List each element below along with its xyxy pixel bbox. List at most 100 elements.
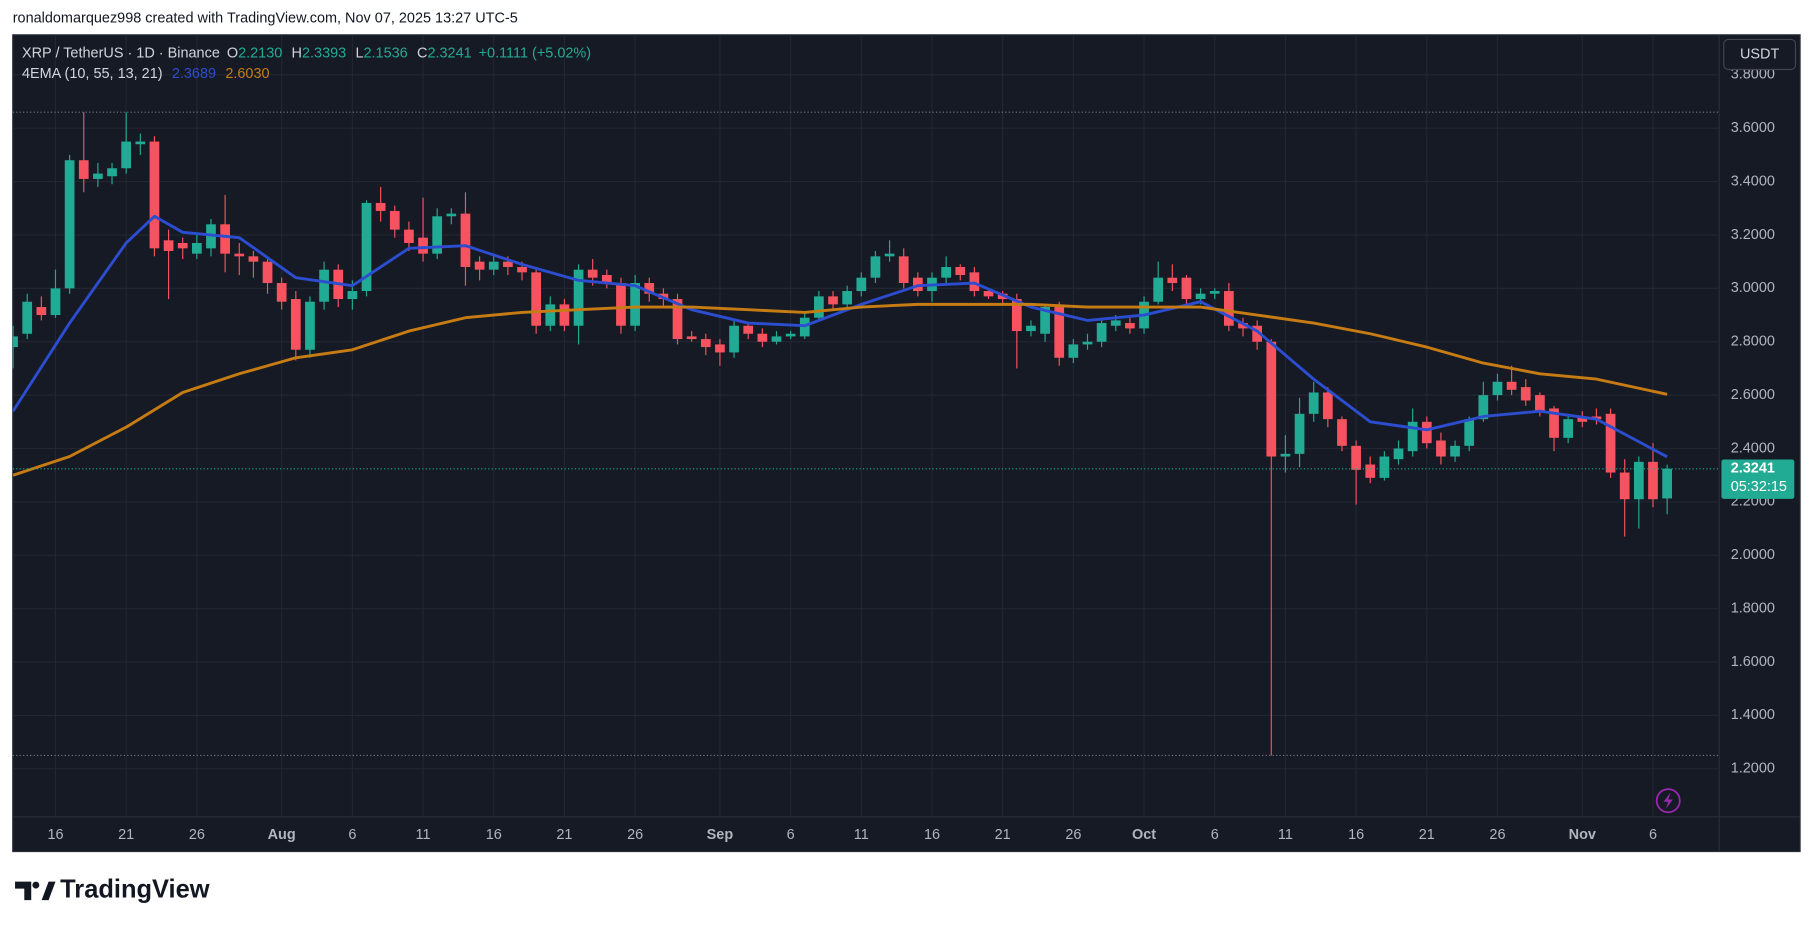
x-tick-label: Nov (1569, 827, 1596, 843)
candle-body (319, 269, 329, 302)
x-tick-label: 21 (556, 827, 572, 843)
legend-line: 4EMA (10, 55, 13, 21) 2.3689 2.6030 (22, 66, 270, 82)
ohlc-key: L (355, 45, 363, 61)
candle-body (1026, 325, 1036, 332)
indicator-value: 2.6030 (225, 66, 269, 82)
candle-body (121, 141, 132, 169)
candle-body (1167, 277, 1178, 284)
candle-body (191, 242, 202, 254)
candle-body (1407, 421, 1418, 452)
candle-body (1648, 461, 1658, 500)
logo-text: TradingView (60, 876, 210, 904)
candle-body (1563, 419, 1574, 438)
logo: TradingView (15, 876, 210, 904)
candle-body (729, 325, 739, 353)
x-tick-label: 16 (924, 827, 940, 843)
x-tick-label: 26 (1065, 827, 1081, 843)
ohlc-value: 2.2130 (238, 45, 282, 61)
attribution: ronaldomarquez998 created with TradingVi… (13, 10, 518, 26)
countdown: 05:32:15 (1731, 479, 1787, 495)
y-tick-label: 2.8000 (1731, 334, 1775, 350)
candle-body (1633, 461, 1644, 500)
x-tick-label: Sep (707, 827, 734, 843)
candle-body (941, 267, 951, 278)
candle-body (1619, 472, 1630, 500)
candle-body (64, 160, 75, 289)
candle-body (1266, 341, 1277, 457)
candle-body (757, 333, 768, 342)
x-tick-label: 11 (1278, 827, 1293, 843)
candle-body (149, 141, 160, 249)
candle-body (12, 336, 18, 348)
x-tick-label: 26 (627, 827, 643, 843)
candle-body (50, 288, 61, 316)
x-tick-label: Aug (268, 827, 296, 843)
legend-line: XRP / TetherUS · 1D · Binance O2.2130 H2.3… (22, 45, 591, 61)
candle-body (1506, 381, 1517, 390)
last-price-badge (1721, 459, 1795, 499)
candle-body (1662, 468, 1672, 499)
candle-body (1153, 277, 1164, 302)
candle-body (1308, 392, 1319, 414)
y-tick-label: 3.8000 (1731, 67, 1775, 83)
y-tick-label: 3.0000 (1731, 280, 1775, 296)
candle-body (644, 283, 655, 294)
ohlc-value: 2.1536 (364, 45, 408, 61)
candle-body (460, 213, 471, 268)
axes: 1.20001.40001.60001.80002.00002.20002.40… (47, 67, 1795, 843)
candle-body (842, 291, 853, 305)
x-tick-label: Oct (1132, 827, 1156, 843)
candle-body (503, 261, 513, 268)
candle-body (488, 261, 499, 270)
candle-body (1520, 387, 1531, 401)
candle-body (700, 339, 711, 348)
currency-button[interactable] (1723, 38, 1797, 71)
candle-body (1294, 413, 1305, 454)
candle-body (1436, 440, 1446, 457)
alert-icon[interactable] (1655, 788, 1681, 814)
candle-body (1224, 291, 1234, 326)
candle-body (220, 224, 230, 254)
candle-body (616, 283, 626, 326)
candle-body (672, 299, 683, 340)
candle-body (107, 168, 117, 177)
change: +0.1111 (+5.02%) (479, 45, 591, 61)
candle-body (517, 267, 527, 273)
candle-body (389, 210, 400, 230)
ema-line (12, 214, 1668, 459)
x-tick-label: 16 (47, 827, 63, 843)
candle-body (1011, 299, 1022, 332)
candle-body (785, 333, 796, 337)
candle-body (715, 344, 725, 353)
candle-body (814, 296, 824, 318)
candle-body (1605, 413, 1616, 473)
candle-body (418, 237, 428, 254)
candle-body (432, 216, 443, 254)
x-tick-label: 6 (1211, 827, 1219, 843)
y-tick-label: 1.6000 (1731, 654, 1775, 670)
candle-body (177, 242, 188, 249)
currency-label[interactable]: USDT (1740, 46, 1780, 62)
candle-body (1110, 320, 1121, 326)
candle-body (1054, 307, 1065, 358)
candle-body (93, 173, 103, 179)
x-tick-label: 6 (348, 827, 356, 843)
y-tick-label: 3.2000 (1731, 227, 1775, 243)
candle-body (1535, 395, 1545, 412)
candle-body (1082, 341, 1093, 345)
y-tick-label: 3.4000 (1731, 173, 1775, 189)
candle-body (234, 253, 245, 257)
candle-body (559, 304, 570, 326)
candle-body (601, 275, 612, 284)
candle-body (248, 256, 259, 262)
candle-body (1040, 307, 1050, 334)
candle-body (1238, 323, 1248, 329)
candle-body (1209, 291, 1220, 294)
candle-body (163, 240, 174, 251)
candle-body (305, 301, 315, 350)
candle-body (1365, 464, 1376, 478)
candle-body (361, 202, 372, 292)
candle-body (771, 336, 782, 342)
logo-mark (41, 881, 56, 901)
candle-body (78, 160, 89, 179)
